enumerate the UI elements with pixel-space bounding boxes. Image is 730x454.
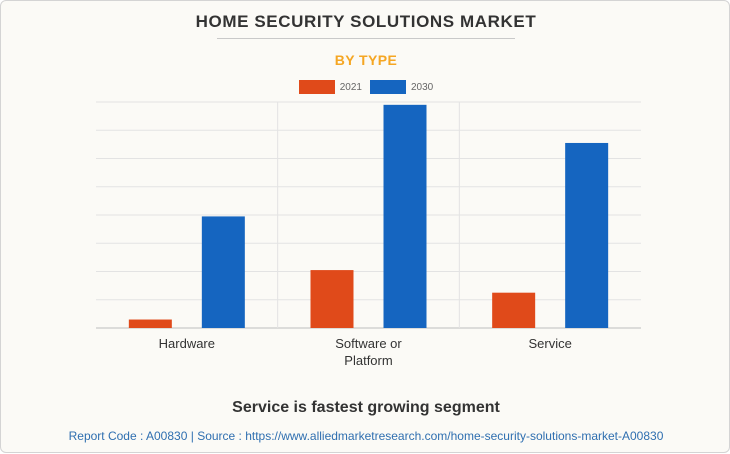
legend-swatch-2030 <box>370 80 406 94</box>
legend-label-2030: 2030 <box>411 81 434 93</box>
legend-item-2021[interactable]: 2021 <box>298 80 362 94</box>
chart-title: HOME SECURITY SOLUTIONS MARKET <box>195 12 537 31</box>
x-tick-label: Hardware <box>158 336 215 351</box>
legend-item-2030[interactable]: 2030 <box>370 80 433 94</box>
bar-2030-software-or-platform[interactable] <box>383 104 427 328</box>
bar-2021-service[interactable] <box>492 292 536 328</box>
insight-text: Service is fastest growing segment <box>232 399 500 416</box>
title-divider <box>217 38 515 39</box>
legend: 2021 2030 <box>1 80 730 94</box>
bar-2030-service[interactable] <box>565 142 609 328</box>
x-tick-label: Software or Platform <box>335 336 402 368</box>
footer-separator: | <box>190 429 194 443</box>
footer-source[interactable]: Report Code : A00830 | Source : https://… <box>1 429 730 443</box>
bar-2021-software-or-platform[interactable] <box>310 270 354 328</box>
report-code: Report Code : A00830 <box>68 429 188 443</box>
bar-2030-hardware[interactable] <box>201 216 245 328</box>
chart-subtitle: BY TYPE <box>334 52 398 68</box>
x-tick-label: Service <box>528 336 572 351</box>
legend-swatch-2021 <box>298 80 335 94</box>
bar-2021-hardware[interactable] <box>128 319 172 328</box>
legend-label-2021: 2021 <box>339 81 362 93</box>
source-link[interactable]: Source : https://www.alliedmarketresearc… <box>197 429 664 443</box>
